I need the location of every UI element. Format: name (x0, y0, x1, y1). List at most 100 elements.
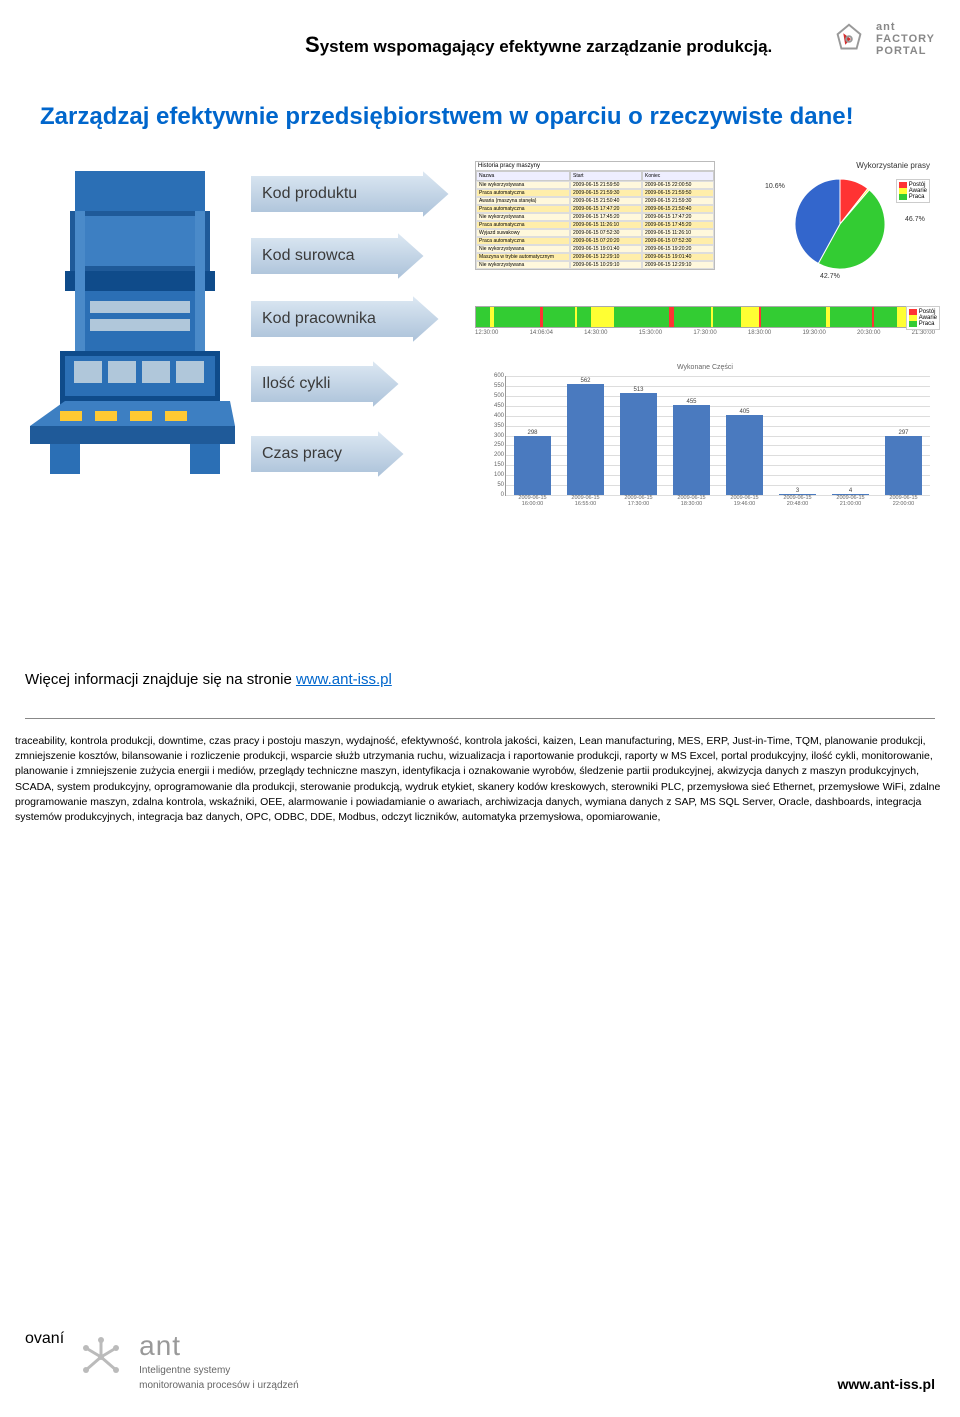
data-arrow: Kod surowca (250, 231, 425, 281)
table-row: Wyjazd suwakowy2009-06-15 07:52:302009-0… (476, 229, 714, 237)
arrow-label: Kod produktu (262, 185, 357, 203)
timeline-tick: 14:06:04 (530, 330, 553, 336)
barchart-area: 0501001502002503003504004505005506002982… (505, 376, 930, 496)
infographic: Kod produktu Kod surowca Kod pracownika … (30, 161, 940, 521)
x-tick-label: 2009-06-1522:00:00 (889, 495, 917, 507)
table-row: Maszyna w trybie automatycznym2009-06-15… (476, 253, 714, 261)
timeline-segment (761, 307, 825, 327)
x-tick-label: 2009-06-1517:30:00 (624, 495, 652, 507)
footer-url[interactable]: www.ant-iss.pl (838, 1376, 936, 1392)
x-tick-label: 2009-06-1521:00:00 (836, 495, 864, 507)
y-tick-label: 150 (494, 462, 506, 468)
x-tick-label: 2009-06-1518:30:00 (677, 495, 705, 507)
main-heading: Zarządzaj efektywnie przedsiębiorstwem w… (40, 103, 960, 131)
timeline-segment (577, 307, 591, 327)
y-tick-label: 50 (497, 482, 506, 488)
bar: 513 (620, 393, 657, 495)
bar: 298 (514, 436, 551, 495)
legend-row: Praca (909, 321, 937, 327)
timeline-segment (713, 307, 741, 327)
y-tick-label: 300 (494, 433, 506, 439)
timeline-segment (674, 307, 711, 327)
timeline-segment (874, 307, 897, 327)
pie-value-label: 46.7% (905, 216, 925, 223)
table-row: Awaria (maszyna stanęła)2009-06-15 21:50… (476, 197, 714, 205)
bar-value: 455 (686, 399, 696, 405)
data-arrows: Kod produktu Kod surowca Kod pracownika … (250, 161, 455, 521)
info-link[interactable]: www.ant-iss.pl (296, 671, 392, 688)
logo-line-3: PORTAL (876, 45, 935, 57)
bar-value: 4 (849, 488, 852, 494)
divider (25, 718, 935, 719)
bar-value: 513 (633, 387, 643, 393)
arrow-label: Czas pracy (262, 445, 342, 463)
y-tick-label: 250 (494, 442, 506, 448)
timeline-ticks: 12:30:0014:06:0414:30:0015:30:0017:30:00… (475, 330, 935, 336)
bar: 405 (726, 415, 763, 495)
timeline-tick: 17:30:00 (693, 330, 716, 336)
footer-sub-1: Inteligentne systemy (139, 1364, 299, 1377)
footpage-footer: ovaní ant Inteligentne systemy monitorow… (0, 1330, 960, 1392)
timeline-tick: 12:30:00 (475, 330, 498, 336)
header-logo-text: ant FACTORY PORTAL (876, 21, 935, 57)
bar: 297 (885, 436, 922, 495)
footer-logo-text: ant Inteligentne systemy monitorowania p… (139, 1330, 299, 1392)
timeline-segment (591, 307, 614, 327)
table-row: Nie wykorzystywana2009-06-15 19:01:40200… (476, 245, 714, 253)
timeline-segment (494, 307, 540, 327)
page-header: System wspomagający efektywne zarządzani… (0, 0, 960, 68)
table-row: Nie wykorzystywana2009-06-15 17:45:20200… (476, 213, 714, 221)
table-row: Praca automatyczna2009-06-15 17:47:20200… (476, 205, 714, 213)
table-row: Praca automatyczna2009-06-15 11:26:10200… (476, 221, 714, 229)
footer-logo-name: ant (139, 1330, 299, 1362)
x-tick-label: 2009-06-1520:48:00 (783, 495, 811, 507)
table-header-row: Nazwa Start Koniec (476, 171, 714, 181)
timeline-segment (830, 307, 871, 327)
timeline-segment (741, 307, 759, 327)
bar-value: 405 (739, 409, 749, 415)
y-tick-label: 450 (494, 403, 506, 409)
timeline-segment (614, 307, 669, 327)
arrow-label: Kod pracownika (262, 310, 376, 328)
col-end: Koniec (642, 171, 714, 181)
footer-sub-2: monitorowania procesów i urządzeń (139, 1379, 299, 1392)
pie-value-label: 42.7% (820, 273, 840, 280)
ant-logo-icon (830, 20, 868, 58)
y-tick-label: 100 (494, 472, 506, 478)
data-arrow: Czas pracy (250, 429, 405, 479)
logo-line-2: FACTORY (876, 33, 935, 45)
charts-panel: Historia pracy maszyny Nazwa Start Konie… (455, 161, 940, 521)
legend-row: Praca (899, 194, 927, 200)
header-logo: ant FACTORY PORTAL (830, 20, 935, 58)
arrow-label: Kod surowca (262, 247, 355, 265)
y-tick-label: 600 (494, 373, 506, 379)
table-row: Praca automatyczna2009-06-15 21:59:30200… (476, 189, 714, 197)
data-arrow: Kod pracownika (250, 294, 440, 344)
pie-legend: PostójAwariePraca (896, 179, 930, 203)
timeline-legend: PostójAwariePraca (906, 306, 940, 330)
table-row: Nie wykorzystywana2009-06-15 10:29:10200… (476, 261, 714, 269)
x-tick-label: 2009-06-1516:55:00 (571, 495, 599, 507)
bar-value: 3 (796, 488, 799, 494)
y-tick-label: 350 (494, 423, 506, 429)
timeline-tick: 15:30:00 (639, 330, 662, 336)
bar: 455 (673, 405, 710, 495)
history-table: Historia pracy maszyny Nazwa Start Konie… (475, 161, 715, 270)
x-tick-label: 2009-06-1519:46:00 (730, 495, 758, 507)
timeline-tick: 20:30:00 (857, 330, 880, 336)
pie-chart: Wykorzystanie prasy PostójAwariePraca 10… (760, 161, 930, 279)
pie-title: Wykorzystanie prasy (760, 161, 930, 170)
y-tick-label: 400 (494, 413, 506, 419)
info-line: Więcej informacji znajduje się na stroni… (25, 671, 960, 688)
pie-value-label: 10.6% (765, 183, 785, 190)
table-row: Praca automatyczna2009-06-15 07:20:20200… (476, 237, 714, 245)
col-name: Nazwa (476, 171, 570, 181)
footer-logo-icon (74, 1330, 129, 1385)
y-tick-label: 550 (494, 383, 506, 389)
timeline-bar (475, 306, 935, 328)
bar: 562 (567, 384, 604, 495)
timeline-tick: 19:30:00 (802, 330, 825, 336)
data-arrow: Kod produktu (250, 169, 450, 219)
bar-value: 562 (580, 378, 590, 384)
bar-chart: Wykonane Części 050100150200250300350400… (475, 366, 935, 516)
